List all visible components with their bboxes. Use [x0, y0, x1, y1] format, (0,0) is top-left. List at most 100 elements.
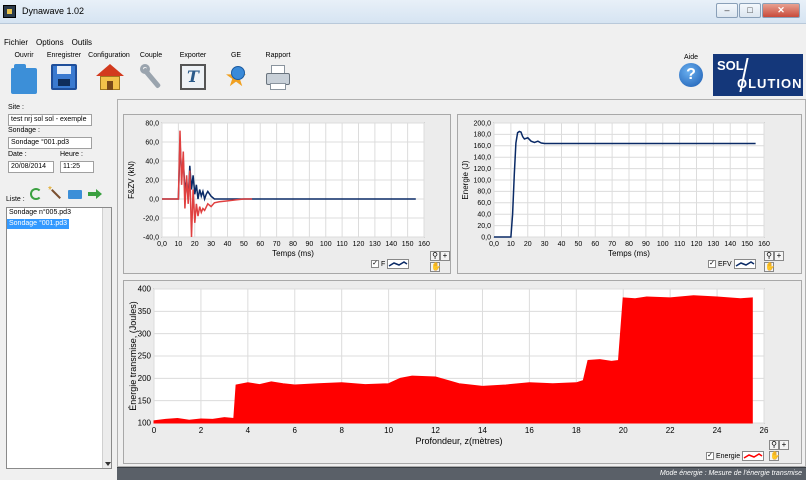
- energy-legend-checkbox[interactable]: ✓: [708, 260, 716, 268]
- export-label: Exporter: [179, 52, 207, 59]
- transmitted-legend: ✓ Energie: [706, 451, 765, 461]
- export-button[interactable]: Exporter T: [169, 52, 217, 90]
- globe-star-icon: ★: [223, 64, 249, 90]
- y-tick-label: 140,0: [473, 155, 491, 162]
- list-scrollbar[interactable]: [102, 208, 111, 468]
- y-tick-label: 120,0: [473, 166, 491, 173]
- report-label: Rapport: [265, 52, 291, 59]
- x-tick-label: 70: [273, 241, 281, 248]
- x-tick-label: 20: [524, 241, 532, 248]
- crosshair-icon[interactable]: +: [440, 251, 450, 261]
- refresh-icon[interactable]: [30, 188, 42, 200]
- sondage-list[interactable]: Sondage n°005.pd3 Sondage °001.pd3: [6, 207, 112, 469]
- couple-label: Couple: [139, 52, 163, 59]
- sondage-label: Sondage :: [8, 127, 40, 134]
- site-field[interactable]: test nrj sol sol - exemple: [8, 114, 92, 126]
- save-button[interactable]: Enregistrer: [40, 52, 88, 90]
- x-tick-label: 80: [625, 241, 633, 248]
- close-button[interactable]: ✕: [762, 3, 800, 18]
- configuration-label: Configuration: [88, 52, 130, 59]
- open-label: Ouvrir: [14, 52, 34, 59]
- y-tick-label: 180,0: [473, 132, 491, 139]
- export-icon: T: [180, 64, 206, 90]
- configuration-button[interactable]: Configuration: [85, 52, 133, 90]
- y-tick-label: 80,0: [477, 189, 491, 196]
- list-item[interactable]: Sondage n°005.pd3: [9, 209, 71, 216]
- x-tick-label: 12: [431, 426, 440, 435]
- pan-hand-icon[interactable]: ✋: [764, 262, 775, 272]
- sondage-field[interactable]: Sondage °001.pd3: [8, 137, 92, 149]
- arrow-right-icon[interactable]: [88, 188, 102, 200]
- help-label: Aide: [683, 54, 698, 61]
- help-button[interactable]: Aide ?: [676, 54, 706, 87]
- x-tick-label: 24: [713, 426, 722, 435]
- zoom-icon[interactable]: ⚲: [764, 251, 774, 261]
- ge-button[interactable]: GE ★: [212, 52, 260, 90]
- x-tick-label: 120: [353, 241, 365, 248]
- date-label: Date :: [8, 151, 27, 158]
- transmitted-energy-chart: 0 2 4 6 8 10 12 14 16 18 20 22 24 2610015020025030035…: [128, 285, 769, 446]
- printer-icon: [265, 64, 291, 90]
- x-tick-label: 2: [199, 426, 204, 435]
- toolbar: Ouvrir Enregistrer Configuration Couple …: [0, 50, 806, 98]
- couple-button[interactable]: Couple: [127, 52, 175, 90]
- list-item-selected[interactable]: Sondage °001.pd3: [7, 219, 70, 229]
- x-tick-label: 6: [293, 426, 298, 435]
- app-icon: [3, 5, 16, 18]
- scroll-down-icon[interactable]: [105, 462, 111, 466]
- wrench-icon: [138, 64, 164, 90]
- y-tick-label: 20,0: [477, 223, 491, 230]
- y-tick-label: 0,0: [481, 234, 491, 241]
- menu-fichier[interactable]: Fichier: [4, 38, 29, 47]
- plot-style-icon[interactable]: [742, 451, 765, 461]
- pan-hand-icon[interactable]: ✋: [769, 451, 780, 461]
- x-tick-label: 110: [674, 241, 685, 248]
- x-tick-label: 120: [691, 241, 703, 248]
- y-axis-label: F&ZV (kN): [127, 161, 136, 199]
- minimize-button[interactable]: –: [716, 3, 738, 18]
- menu-options[interactable]: Options: [36, 38, 64, 47]
- menu-outils[interactable]: Outils: [71, 38, 93, 47]
- maximize-button[interactable]: □: [739, 3, 761, 18]
- report-button[interactable]: Rapport: [254, 52, 302, 90]
- x-tick-label: 70: [608, 241, 616, 248]
- folder-icon[interactable]: [68, 190, 82, 199]
- floppy-disk-icon: [51, 64, 77, 90]
- plot-style-icon[interactable]: [733, 259, 756, 269]
- y-axis-label: Énergie transmise, (Joules): [128, 301, 138, 411]
- y-tick-label: 200,0: [473, 120, 491, 127]
- x-tick-label: 40: [224, 241, 232, 248]
- magic-wand-icon[interactable]: [48, 185, 62, 200]
- x-tick-label: 26: [760, 426, 769, 435]
- sol-solution-logo: SOL OLUTION: [713, 54, 803, 96]
- menu-bar: Fichier Options Outils: [0, 38, 92, 50]
- x-axis-label: Temps (ms): [272, 249, 314, 258]
- transmitted-legend-label: Energie: [716, 452, 741, 460]
- y-tick-label: 60,0: [477, 200, 491, 207]
- plot-style-icon[interactable]: [387, 259, 410, 269]
- open-button[interactable]: Ouvrir: [0, 52, 48, 94]
- title-bar: Dynawave 1.02 – □ ✕: [0, 0, 806, 24]
- x-tick-label: 30: [207, 241, 215, 248]
- site-label: Site :: [8, 104, 24, 111]
- zoom-icon[interactable]: ⚲: [769, 440, 779, 450]
- crosshair-icon[interactable]: +: [779, 440, 789, 450]
- x-tick-label: 130: [369, 241, 381, 248]
- date-field[interactable]: 20/08/2014: [8, 161, 54, 173]
- force-legend-checkbox[interactable]: ✓: [371, 260, 379, 268]
- x-tick-label: 100: [320, 241, 332, 248]
- force-legend-label: F: [381, 260, 386, 268]
- energy-legend: ✓ EFV: [708, 259, 756, 269]
- zoom-icon[interactable]: ⚲: [430, 251, 440, 261]
- pan-hand-icon[interactable]: ✋: [430, 262, 441, 272]
- x-tick-label: 0,0: [489, 241, 499, 248]
- x-tick-label: 14: [478, 426, 487, 435]
- y-tick-label: 40,0: [477, 212, 491, 219]
- transmitted-legend-checkbox[interactable]: ✓: [706, 452, 714, 460]
- y-tick-label: 60,0: [145, 139, 159, 146]
- crosshair-icon[interactable]: +: [774, 251, 784, 261]
- x-tick-label: 8: [339, 426, 344, 435]
- x-tick-label: 160: [758, 241, 770, 248]
- heure-field[interactable]: 11:25: [60, 161, 94, 173]
- x-tick-label: 100: [657, 241, 669, 248]
